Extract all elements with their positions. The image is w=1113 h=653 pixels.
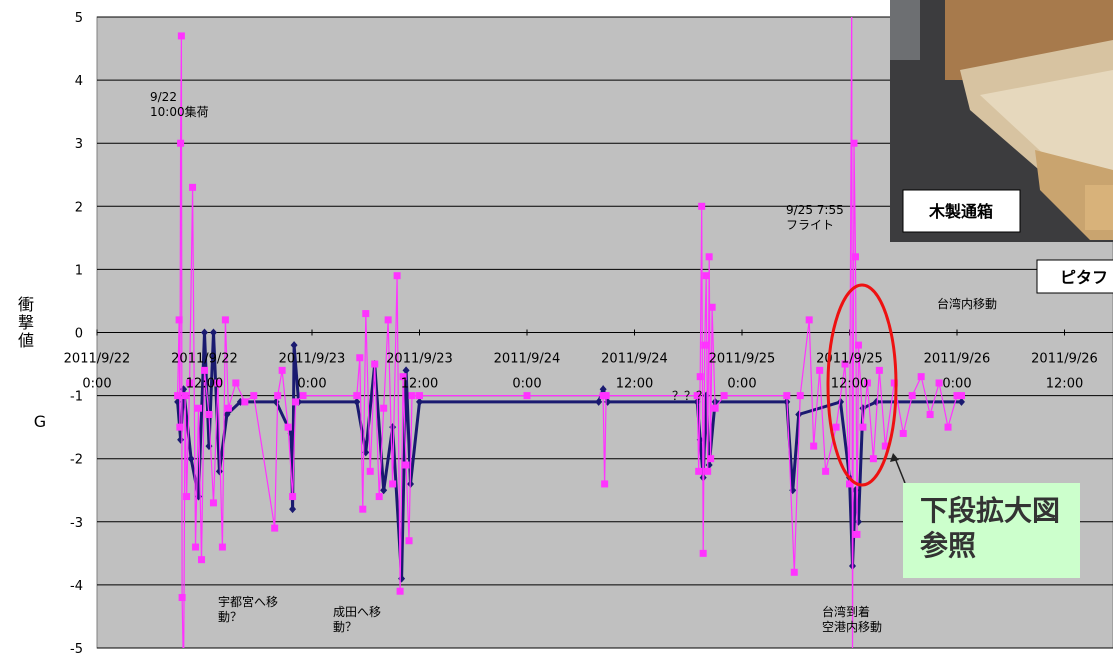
point <box>241 398 248 405</box>
y-tick-label: -5 <box>70 642 83 653</box>
point <box>394 272 401 279</box>
point <box>183 493 190 500</box>
point <box>177 140 184 147</box>
point <box>927 411 934 418</box>
point <box>198 556 205 563</box>
point <box>176 424 183 431</box>
point <box>179 594 186 601</box>
y-tick-label: 0 <box>75 327 83 342</box>
point <box>704 468 711 475</box>
point <box>721 392 728 399</box>
point <box>822 468 829 475</box>
chart: -5-4-3-2-10123452011/9/220:002011/9/2212… <box>0 0 1113 653</box>
point <box>850 140 857 147</box>
point <box>205 411 212 418</box>
point <box>833 424 840 431</box>
point <box>698 203 705 210</box>
point <box>524 392 531 399</box>
point <box>416 392 423 399</box>
point <box>706 253 713 260</box>
point <box>367 468 374 475</box>
y-tick-label: -3 <box>70 516 83 531</box>
point <box>389 480 396 487</box>
point <box>385 316 392 323</box>
point <box>376 493 383 500</box>
point <box>192 544 199 551</box>
photo-label: 木製通箱 <box>928 202 993 221</box>
point <box>707 455 714 462</box>
point <box>300 392 307 399</box>
point <box>697 373 704 380</box>
point <box>601 480 608 487</box>
point <box>380 405 387 412</box>
point <box>855 342 862 349</box>
point <box>701 342 708 349</box>
y-unit: G <box>34 412 46 431</box>
point <box>359 506 366 513</box>
point <box>174 392 181 399</box>
point <box>958 392 965 399</box>
point <box>356 354 363 361</box>
y-tick-label: 5 <box>75 11 83 26</box>
point <box>210 499 217 506</box>
annotation: ？？？ <box>672 389 708 403</box>
point <box>876 367 883 374</box>
point <box>945 424 952 431</box>
y-tick-label: 1 <box>75 263 83 278</box>
point <box>225 405 232 412</box>
point <box>810 443 817 450</box>
point <box>848 1 855 8</box>
point <box>271 525 278 532</box>
point <box>250 392 257 399</box>
point <box>292 398 299 405</box>
point <box>859 424 866 431</box>
point <box>852 253 859 260</box>
y-tick-label: -1 <box>70 390 83 405</box>
point <box>870 455 877 462</box>
point <box>695 468 702 475</box>
point <box>189 184 196 191</box>
point <box>195 405 202 412</box>
point <box>232 379 239 386</box>
y-tick-label: 4 <box>75 74 83 89</box>
point <box>289 493 296 500</box>
point <box>362 310 369 317</box>
point <box>806 316 813 323</box>
point <box>703 272 710 279</box>
point <box>853 531 860 538</box>
point <box>397 588 404 595</box>
point <box>791 569 798 576</box>
point <box>353 392 360 399</box>
point <box>909 392 916 399</box>
point <box>603 392 610 399</box>
y-tick-label: 3 <box>75 137 83 152</box>
annotation: 台湾内移動 <box>937 296 997 311</box>
y-tick-label: -4 <box>70 579 83 594</box>
cut-label: ピタフ <box>1060 268 1108 287</box>
y-tick-label: -2 <box>70 453 83 468</box>
point <box>222 316 229 323</box>
point <box>700 550 707 557</box>
point <box>797 392 804 399</box>
y-axis-label: 衝撃値 <box>18 295 34 350</box>
point <box>274 392 281 399</box>
point <box>182 392 189 399</box>
point <box>279 367 286 374</box>
point <box>403 462 410 469</box>
point <box>783 392 790 399</box>
point <box>409 392 416 399</box>
point <box>712 405 719 412</box>
y-tick-label: 2 <box>75 200 83 215</box>
point <box>176 316 183 323</box>
point <box>406 537 413 544</box>
point <box>178 32 185 39</box>
point <box>219 544 226 551</box>
point <box>709 304 716 311</box>
point <box>371 361 378 368</box>
point <box>900 430 907 437</box>
point <box>285 424 292 431</box>
point <box>201 367 208 374</box>
point <box>918 373 925 380</box>
point <box>816 367 823 374</box>
